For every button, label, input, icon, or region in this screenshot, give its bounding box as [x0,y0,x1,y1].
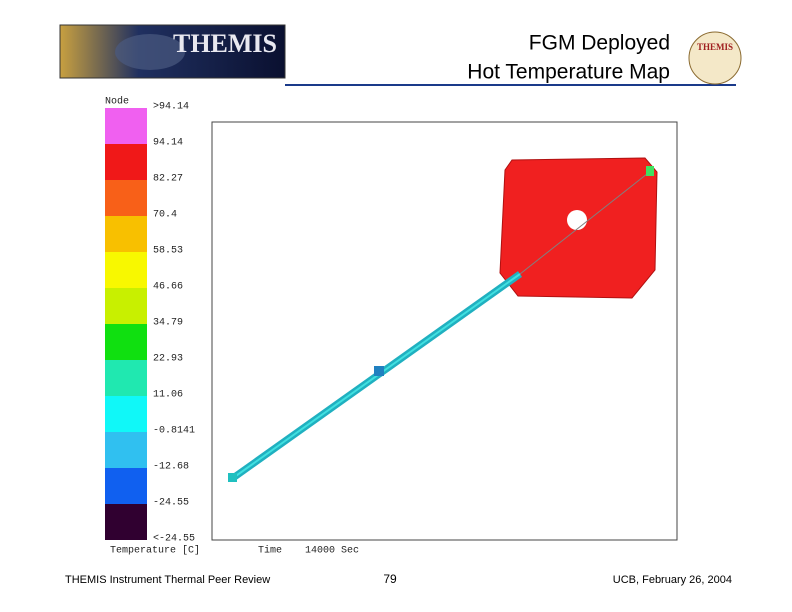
legend-swatch [105,360,147,396]
legend-title: Node [105,96,129,108]
legend-label: 22.93 [153,354,183,365]
legend-label: 94.14 [153,138,183,149]
legend-swatch [105,144,147,180]
legend-label: 70.4 [153,210,177,221]
legend-swatch [105,252,147,288]
legend-swatch [105,468,147,504]
legend-swatch [105,288,147,324]
title-line: FGM Deployed [529,32,670,55]
legend-label: 11.06 [153,390,183,401]
caption: Temperature [C] [110,545,200,557]
logo-art [115,34,185,70]
title-line: Hot Temperature Map [467,61,670,84]
legend-label: -0.8141 [153,426,195,437]
legend-label: 58.53 [153,246,183,257]
legend-label: 34.79 [153,318,183,329]
mascot-logo-text: THEMIS [697,42,733,52]
legend-label: -24.55 [153,498,189,509]
legend-label: >94.14 [153,102,189,113]
logo-text: THEMIS [173,29,277,58]
legend-label: 46.66 [153,282,183,293]
panel-hole [567,210,587,230]
caption: Time [258,545,282,557]
footer-left: THEMIS Instrument Thermal Peer Review [65,574,270,586]
panel-hinge [646,166,654,176]
legend-swatch [105,324,147,360]
legend-label: -12.68 [153,462,189,473]
caption: 14000 Sec [305,546,359,557]
page-number: 79 [383,572,397,586]
footer-right: UCB, February 26, 2004 [613,574,732,586]
legend-swatch [105,396,147,432]
legend-swatch [105,504,147,540]
boom-hinge [374,366,384,376]
legend-swatch [105,432,147,468]
mascot-logo [688,31,742,85]
panel-edge [519,169,653,275]
legend-label: <-24.55 [153,534,195,545]
legend-swatch [105,216,147,252]
legend: >94.14 94.14 82.27 70.4 58.53 46.66 34.79 22.93… [105,102,195,545]
boom-tip [228,473,237,482]
legend-swatch [105,108,147,144]
legend-swatch [105,180,147,216]
legend-label: 82.27 [153,174,183,185]
